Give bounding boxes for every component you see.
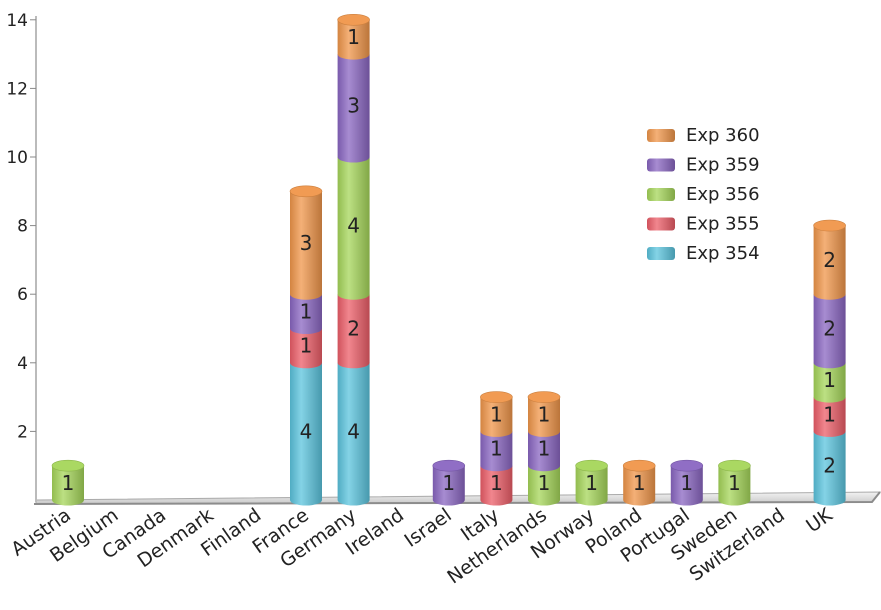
bar-segment-germany-exp-354 bbox=[337, 362, 370, 506]
data-label-poland-exp-360: 1 bbox=[633, 471, 646, 495]
data-label-uk-exp-355: 1 bbox=[823, 402, 836, 426]
legend-swatch-exp-354 bbox=[647, 247, 675, 260]
bar-cap-norway bbox=[575, 459, 608, 472]
bar-segment-uk-exp-360 bbox=[813, 225, 846, 300]
bar-segment-germany-exp-355 bbox=[337, 294, 370, 369]
bar-segment-norway-exp-356 bbox=[575, 465, 608, 506]
data-label-france-exp-359: 1 bbox=[300, 299, 313, 323]
bar-segment-italy-exp-355 bbox=[480, 465, 513, 506]
data-label-italy-exp-359: 1 bbox=[490, 437, 503, 461]
data-label-uk-exp-356: 1 bbox=[823, 368, 836, 392]
bar-cap-netherlands bbox=[527, 391, 561, 403]
data-label-france-exp-360: 3 bbox=[300, 231, 313, 255]
legend: Exp 360 Exp 359 Exp 356 Exp 355 Exp 354 bbox=[647, 125, 760, 264]
bar-stack-austria: 1 bbox=[51, 459, 85, 506]
bar-segment-uk-exp-355 bbox=[813, 397, 846, 437]
bar-segment-israel-exp-359 bbox=[432, 465, 465, 506]
data-label-uk-exp-360: 2 bbox=[823, 248, 836, 272]
data-label-france-exp-354: 4 bbox=[300, 419, 313, 443]
bar-stack-israel: 1 bbox=[432, 459, 466, 506]
legend-label-exp-360: Exp 360 bbox=[686, 125, 760, 146]
legend-swatch-exp-355 bbox=[647, 217, 675, 231]
legend-label-exp-356: Exp 356 bbox=[686, 184, 760, 205]
bar-segment-netherlands-exp-356 bbox=[528, 465, 560, 506]
bar-segment-italy-exp-360 bbox=[480, 397, 513, 437]
y-tick-label-4: 4 bbox=[17, 354, 28, 374]
data-label-netherlands-exp-360: 1 bbox=[538, 402, 551, 426]
legend-label-exp-359: Exp 359 bbox=[686, 155, 760, 176]
bar-segment-netherlands-exp-360 bbox=[528, 397, 560, 437]
data-label-italy-exp-360: 1 bbox=[490, 402, 503, 426]
bar-cap-germany bbox=[337, 13, 370, 26]
y-tick-label-14: 14 bbox=[6, 11, 28, 31]
legend-swatch-exp-359 bbox=[647, 158, 675, 172]
data-label-uk-exp-354: 2 bbox=[823, 454, 836, 478]
bar-stack-germany: 4 2 4 3 1 bbox=[337, 13, 370, 506]
bar-segment-portugal-exp-359 bbox=[670, 465, 703, 506]
data-label-israel-exp-359: 1 bbox=[442, 471, 455, 495]
legend-swatch-exp-360 bbox=[647, 129, 675, 142]
data-label-netherlands-exp-356: 1 bbox=[538, 471, 551, 495]
data-label-germany-exp-360: 1 bbox=[347, 25, 360, 49]
bar-segment-france-exp-355 bbox=[290, 328, 322, 369]
bar-segment-france-exp-359 bbox=[290, 294, 322, 335]
bar-segment-uk-exp-356 bbox=[813, 362, 846, 403]
data-label-austria-exp-356: 1 bbox=[62, 471, 75, 495]
category-label-israel: Israel bbox=[401, 504, 456, 552]
data-label-germany-exp-359: 3 bbox=[347, 94, 360, 118]
data-label-germany-exp-354: 4 bbox=[347, 419, 360, 443]
bar-stack-italy: 1 1 1 bbox=[480, 391, 513, 506]
bar-stack-poland: 1 bbox=[622, 459, 656, 506]
category-label-uk: UK bbox=[802, 504, 837, 537]
data-label-sweden-exp-356: 1 bbox=[728, 471, 741, 495]
data-label-germany-exp-356: 4 bbox=[347, 214, 360, 238]
bar-stack-portugal: 1 bbox=[670, 459, 704, 506]
bar-cap-austria bbox=[51, 459, 85, 472]
data-label-france-exp-355: 1 bbox=[300, 334, 313, 358]
bar-segment-uk-exp-359 bbox=[813, 294, 846, 369]
y-tick-label-8: 8 bbox=[17, 217, 28, 237]
y-tick-label-6: 6 bbox=[17, 285, 28, 305]
y-tick-label-12: 12 bbox=[6, 79, 28, 99]
bar-cap-sweden bbox=[718, 459, 751, 472]
legend-label-exp-355: Exp 355 bbox=[686, 214, 760, 235]
bar-stack-norway: 1 bbox=[575, 459, 608, 506]
data-label-italy-exp-355: 1 bbox=[490, 471, 503, 495]
legend-label-exp-354: Exp 354 bbox=[686, 243, 760, 264]
bar-segment-germany-exp-359 bbox=[337, 54, 370, 163]
bar-segment-france-exp-354 bbox=[290, 362, 322, 506]
bar-segment-netherlands-exp-359 bbox=[528, 431, 560, 472]
bar-stack-sweden: 1 bbox=[718, 459, 751, 506]
y-tick-label-10: 10 bbox=[6, 148, 28, 168]
bar-segment-france-exp-360 bbox=[290, 191, 322, 300]
bar-cap-poland bbox=[622, 459, 656, 472]
bar-segment-germany-exp-360 bbox=[337, 19, 370, 60]
data-label-portugal-exp-359: 1 bbox=[680, 471, 693, 495]
bar-segment-germany-exp-356 bbox=[337, 157, 370, 300]
bar-segment-italy-exp-359 bbox=[480, 431, 513, 472]
y-tick-label-2: 2 bbox=[17, 422, 28, 442]
bar-cap-portugal bbox=[670, 459, 704, 472]
y-axis: 2 4 6 8 10 12 14 bbox=[6, 11, 37, 502]
data-label-germany-exp-355: 2 bbox=[347, 317, 360, 341]
data-label-norway-exp-356: 1 bbox=[585, 471, 598, 495]
bar-stack-france: 4 1 1 3 bbox=[289, 185, 323, 506]
data-label-netherlands-exp-359: 1 bbox=[538, 437, 551, 461]
bar-cap-israel bbox=[432, 459, 466, 472]
legend-swatch-exp-356 bbox=[647, 188, 675, 201]
bar-cap-france bbox=[289, 185, 323, 198]
bar-segment-austria-exp-356 bbox=[52, 465, 84, 506]
bar-segment-sweden-exp-356 bbox=[718, 465, 751, 506]
bar-segment-uk-exp-354 bbox=[813, 431, 846, 506]
bars-group: 1 4 1 1 3 4 2 4 3 1 1 1 1 1 1 1 1 1 1 1 1 2 1 1 2 2 bbox=[51, 13, 846, 506]
bar-cap-uk bbox=[813, 219, 846, 232]
bar-stack-netherlands: 1 1 1 bbox=[527, 391, 561, 506]
bar-segment-poland-exp-360 bbox=[623, 465, 656, 506]
bar-cap-italy bbox=[480, 391, 513, 403]
bar-stack-uk: 2 1 1 2 2 bbox=[813, 219, 846, 506]
data-label-uk-exp-359: 2 bbox=[823, 317, 836, 341]
category-labels: AustriaBelgiumCanadaDenmarkFinlandFrance… bbox=[7, 504, 837, 589]
